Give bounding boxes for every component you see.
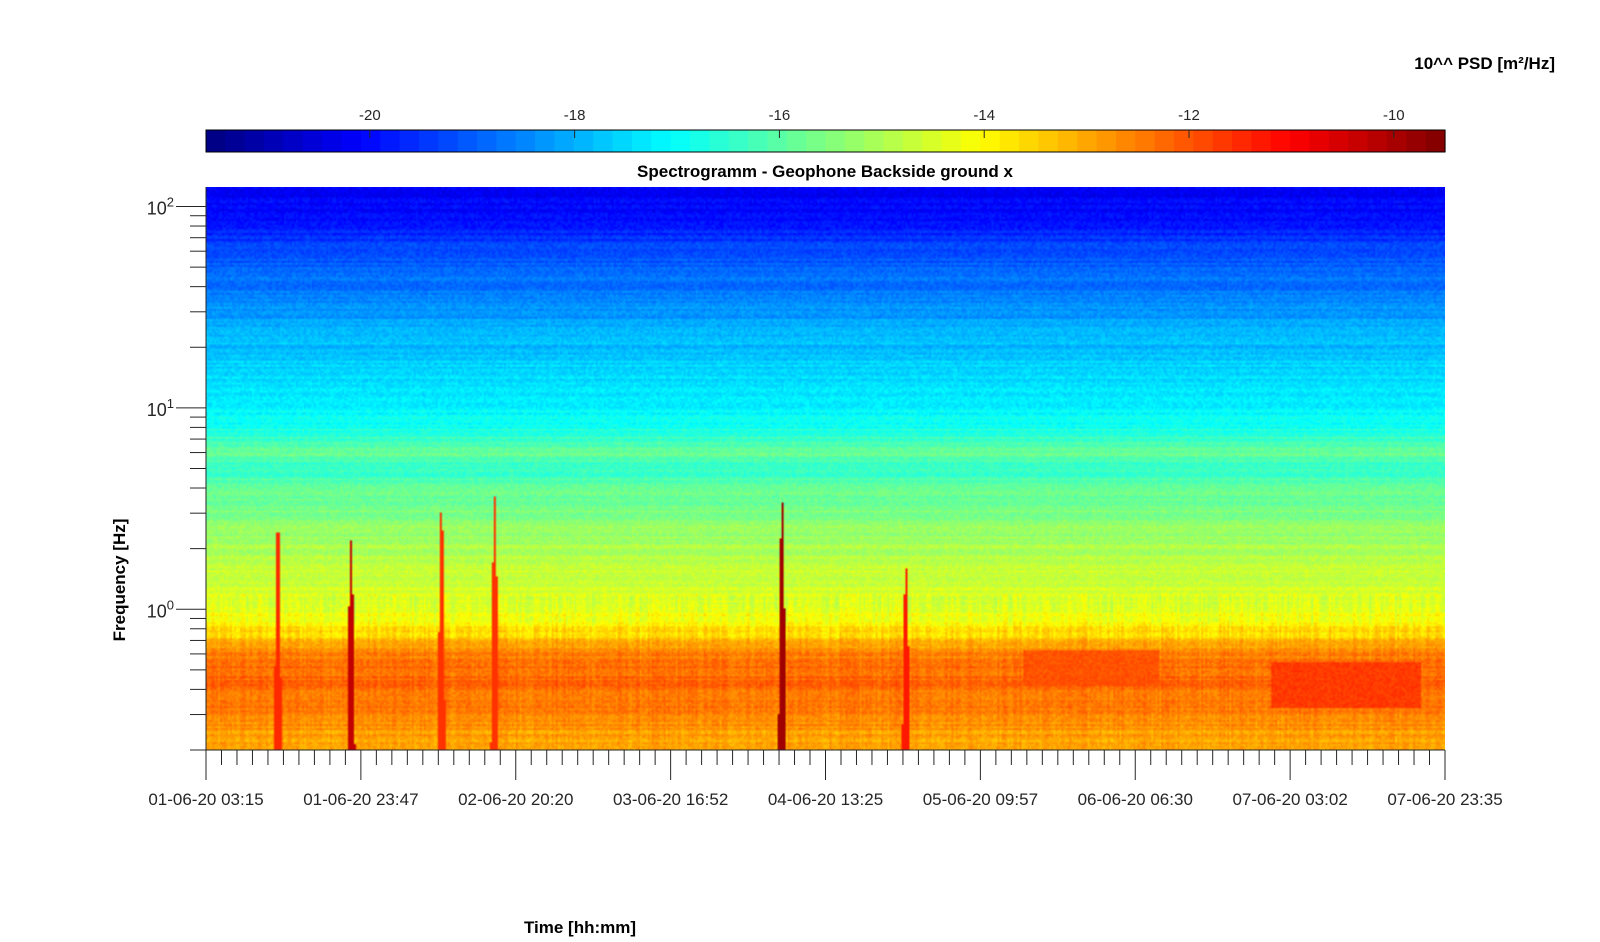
colorbar-cell: [573, 130, 594, 152]
colorbar-cell: [283, 130, 304, 152]
colorbar-cell: [902, 130, 923, 152]
colorbar: -20 -18 -16 -14 -12 -10: [205, 107, 1446, 153]
colorbar-cell: [264, 130, 285, 152]
x-tick-label: 07-06-20 23:35: [1387, 790, 1502, 809]
colorbar-cell: [689, 130, 710, 152]
colorbar-cell: [612, 130, 633, 152]
colorbar-cell: [496, 130, 517, 152]
colorbar-tick-label: -16: [769, 107, 791, 124]
colorbar-cell: [631, 130, 652, 152]
colorbar-label: 10^^ PSD [m²/Hz]: [1414, 54, 1555, 73]
x-tick-label: 01-06-20 23:47: [303, 790, 418, 809]
colorbar-cell: [825, 130, 846, 152]
colorbar-cells: [206, 130, 1446, 152]
colorbar-cell: [360, 130, 381, 152]
colorbar-cell: [457, 130, 478, 152]
colorbar-tick-label: -10: [1383, 107, 1405, 124]
colorbar-cell: [1038, 130, 1059, 152]
colorbar-cell: [709, 130, 730, 152]
y-tick-label: 101: [147, 396, 174, 420]
colorbar-cell: [1270, 130, 1291, 152]
colorbar-cell: [999, 130, 1020, 152]
colorbar-tick-label: -18: [564, 107, 586, 124]
colorbar-cell: [941, 130, 962, 152]
colorbar-cell: [1115, 130, 1136, 152]
colorbar-cell: [554, 130, 575, 152]
colorbar-cell: [341, 130, 362, 152]
colorbar-cell: [670, 130, 691, 152]
colorbar-tick-label: -20: [359, 107, 381, 124]
colorbar-tick-label: -12: [1178, 107, 1200, 124]
colorbar-cell: [864, 130, 885, 152]
colorbar-cell: [1096, 130, 1117, 152]
colorbar-cell: [535, 130, 556, 152]
colorbar-cell: [883, 130, 904, 152]
colorbar-cell: [322, 130, 343, 152]
colorbar-cell: [1290, 130, 1311, 152]
colorbar-cell: [728, 130, 749, 152]
colorbar-cell: [593, 130, 614, 152]
colorbar-cell: [1019, 130, 1040, 152]
x-axis-label: Time [hh:mm]: [524, 918, 636, 937]
y-tick-label: 100: [147, 597, 174, 621]
colorbar-cell: [1367, 130, 1388, 152]
colorbar-cell: [767, 130, 788, 152]
spectrogram-heatmap: [206, 187, 1445, 750]
colorbar-cell: [1135, 130, 1156, 152]
colorbar-cell: [1406, 130, 1427, 152]
x-tick-label: 04-06-20 13:25: [768, 790, 883, 809]
colorbar-cell: [844, 130, 865, 152]
colorbar-cell: [380, 130, 401, 152]
colorbar-cell: [1173, 130, 1194, 152]
x-tick-label: 02-06-20 20:20: [458, 790, 573, 809]
colorbar-cell: [748, 130, 769, 152]
colorbar-cell: [225, 130, 246, 152]
colorbar-tick-label: -14: [973, 107, 995, 124]
colorbar-ticks: -20 -18 -16 -14 -12 -10: [359, 107, 1405, 138]
colorbar-cell: [1232, 130, 1253, 152]
x-tick-label: 01-06-20 03:15: [148, 790, 263, 809]
chart-title: Spectrogramm - Geophone Backside ground …: [637, 162, 1014, 181]
colorbar-cell: [1154, 130, 1175, 152]
colorbar-cell: [1328, 130, 1349, 152]
colorbar-cell: [302, 130, 323, 152]
y-axis-label: Frequency [Hz]: [110, 519, 129, 642]
colorbar-cell: [206, 130, 226, 152]
colorbar-cell: [515, 130, 536, 152]
colorbar-cell: [477, 130, 497, 152]
x-tick-label: 03-06-20 16:52: [613, 790, 728, 809]
colorbar-cell: [1309, 130, 1330, 152]
colorbar-cell: [1193, 130, 1214, 152]
colorbar-cell: [786, 130, 807, 152]
colorbar-cell: [961, 130, 981, 152]
y-tick-label: 102: [147, 195, 174, 219]
x-tick-label: 06-06-20 06:30: [1078, 790, 1193, 809]
colorbar-cell: [806, 130, 827, 152]
colorbar-cell: [438, 130, 459, 152]
colorbar-cell: [651, 130, 672, 152]
colorbar-cell: [244, 130, 265, 152]
colorbar-cell: [1057, 130, 1078, 152]
colorbar-cell: [1212, 130, 1233, 152]
plot-area: [206, 187, 1445, 750]
y-axis: 100 101 102: [147, 187, 207, 751]
x-tick-label: 05-06-20 09:57: [923, 790, 1038, 809]
colorbar-cell: [418, 130, 439, 152]
colorbar-cell: [1077, 130, 1098, 152]
colorbar-cell: [1348, 130, 1369, 152]
colorbar-cell: [1251, 130, 1272, 152]
colorbar-cell: [399, 130, 420, 152]
x-axis: 01-06-20 03:15 01-06-20 23:47 02-06-20 20:…: [148, 749, 1503, 809]
colorbar-cell: [922, 130, 943, 152]
colorbar-cell: [980, 130, 1001, 152]
x-tick-label: 07-06-20 03:02: [1232, 790, 1347, 809]
colorbar-frame: [205, 129, 1446, 153]
colorbar-cell: [1386, 130, 1407, 152]
colorbar-cell: [1425, 130, 1446, 152]
